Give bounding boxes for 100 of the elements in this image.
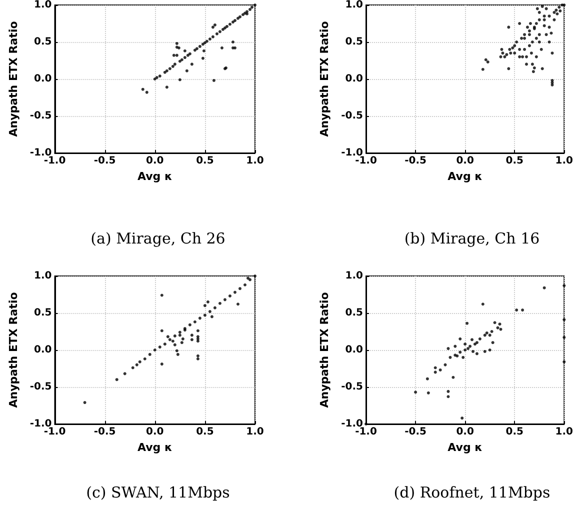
point: [196, 339, 200, 342]
point: [475, 340, 478, 344]
x-axis-title: Avg κ: [137, 170, 172, 183]
point: [123, 372, 126, 375]
point: [163, 342, 166, 346]
point: [208, 310, 212, 313]
point: [160, 362, 164, 366]
point: [483, 333, 486, 336]
point: [515, 308, 518, 312]
point: [135, 362, 138, 366]
x-tick-label: 0.0: [146, 156, 164, 166]
x-axis-title: Avg κ: [448, 170, 483, 183]
point: [176, 352, 180, 356]
point: [562, 360, 566, 363]
x-tick-label: 1.0: [555, 426, 574, 437]
text: (c) SWAN, 11Mbps: [86, 483, 230, 501]
y-tick-label: 1.0: [345, 270, 364, 281]
point: [203, 304, 206, 307]
point: [499, 327, 502, 330]
y-tick-label: -0.5: [341, 110, 364, 122]
x-tick-label: -1.0: [44, 156, 66, 166]
point: [196, 356, 200, 360]
point: [426, 390, 430, 394]
point: [246, 276, 250, 280]
point: [493, 320, 496, 324]
point: [460, 416, 464, 420]
point: [206, 300, 210, 303]
point: [464, 348, 467, 351]
point: [213, 306, 216, 309]
point: [173, 334, 176, 337]
y-tick-label: 1.0: [34, 270, 52, 281]
point: [173, 342, 176, 346]
point: [196, 354, 200, 357]
x-tick-label: 1.0: [246, 426, 264, 437]
x-tick-label: -0.5: [94, 156, 116, 166]
point: [454, 344, 457, 348]
point: [521, 308, 524, 312]
y-tick-label: 0.0: [345, 74, 364, 84]
x-tick-label: -0.5: [404, 426, 427, 437]
x-tick-label: -1.0: [44, 426, 66, 437]
point: [190, 333, 194, 336]
point: [236, 302, 240, 306]
y-axis-title: Anypath ETX Ratio: [318, 20, 332, 137]
y-tick-label: -0.5: [30, 381, 52, 392]
point: [481, 302, 484, 306]
point: [498, 322, 502, 326]
x-tick-label: -1.0: [355, 156, 377, 166]
y-tick-label: 0.5: [34, 36, 52, 48]
y-axis-title: Anypath ETX Ratio: [7, 291, 20, 408]
point: [470, 338, 474, 341]
x-tick-label: -0.5: [404, 156, 427, 166]
point: [488, 348, 492, 351]
point: [426, 376, 429, 380]
point: [446, 389, 450, 392]
y-tick-label: 0.0: [34, 74, 52, 84]
y-tick-label: -0.5: [341, 381, 364, 392]
point: [458, 336, 462, 340]
point: [148, 352, 152, 356]
point: [468, 344, 472, 348]
x-tick-label: 0.5: [196, 426, 214, 437]
text: (b) Mirage, Ch 16: [404, 230, 540, 248]
y-tick-label: 0.0: [345, 344, 364, 355]
point: [171, 339, 174, 342]
point: [115, 378, 118, 381]
point: [138, 360, 142, 363]
text: (a) Mirage, Ch 26: [90, 230, 226, 248]
y-axis-title: Anypath ETX Ratio: [7, 20, 20, 137]
point: [198, 316, 202, 320]
point: [475, 352, 478, 355]
y-tick-label: 1.0: [345, 0, 364, 10]
point: [158, 345, 162, 348]
point: [233, 290, 236, 294]
x-tick-label: 1.0: [246, 156, 264, 166]
point: [83, 400, 86, 404]
point: [203, 313, 206, 316]
point: [160, 293, 164, 296]
point: [193, 320, 196, 323]
point: [446, 346, 450, 350]
text: (d) Roofnet, 11Mbps: [394, 483, 550, 501]
x-axis-title: Avg κ: [448, 440, 483, 454]
x-tick-label: -1.0: [355, 426, 377, 437]
point: [496, 326, 500, 329]
point: [175, 348, 178, 352]
point: [414, 390, 418, 394]
y-tick-label: 0.0: [34, 344, 52, 355]
point: [466, 346, 470, 350]
x-tick-label: 0.0: [456, 426, 474, 437]
point: [448, 355, 452, 358]
y-axis-title: Anypath ETX Ratio: [318, 291, 332, 408]
point: [478, 336, 482, 340]
point: [243, 282, 246, 286]
point: [196, 328, 200, 332]
y-tick-label: 0.5: [345, 307, 364, 318]
point: [466, 321, 469, 324]
x-tick-label: 1.0: [555, 156, 574, 166]
point: [238, 286, 242, 290]
point: [168, 338, 172, 341]
x-tick-label: 0.0: [146, 426, 164, 437]
point: [490, 330, 494, 332]
point: [446, 394, 450, 398]
